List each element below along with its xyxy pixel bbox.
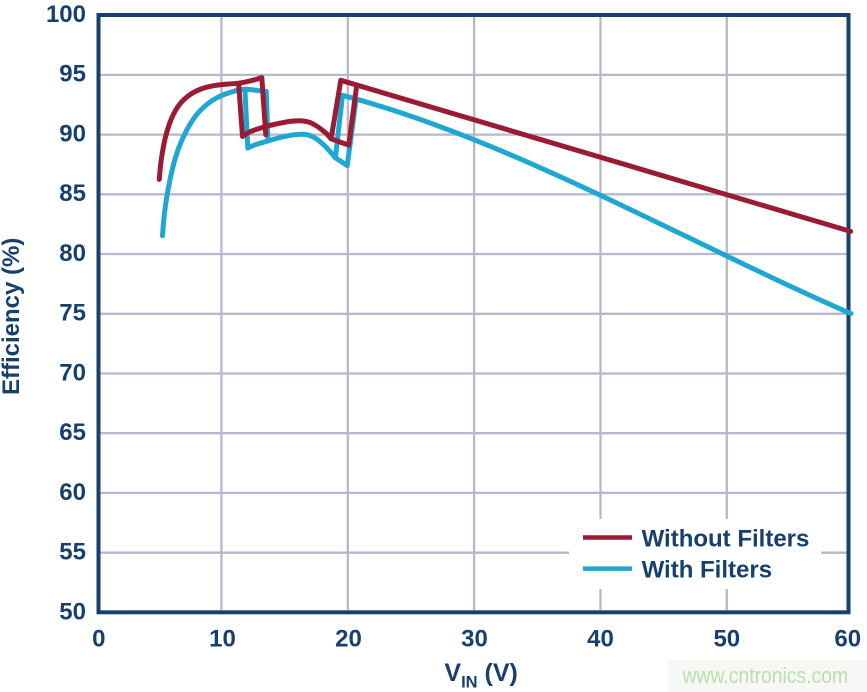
svg-text:70: 70 <box>59 359 86 386</box>
svg-text:Efficiency (%): Efficiency (%) <box>0 238 25 395</box>
svg-text:60: 60 <box>834 626 861 653</box>
svg-text:50: 50 <box>59 598 86 625</box>
svg-text:20: 20 <box>335 626 362 653</box>
svg-text:75: 75 <box>59 300 86 327</box>
svg-text:80: 80 <box>59 240 86 267</box>
svg-text:65: 65 <box>59 419 86 446</box>
svg-text:With Filters: With Filters <box>642 556 772 583</box>
svg-text:60: 60 <box>59 479 86 506</box>
svg-text:95: 95 <box>59 61 86 88</box>
svg-text:30: 30 <box>461 626 488 653</box>
svg-text:Without Filters: Without Filters <box>642 525 810 552</box>
svg-text:0: 0 <box>92 626 105 653</box>
svg-text:85: 85 <box>59 180 86 207</box>
svg-text:90: 90 <box>59 120 86 147</box>
svg-text:100: 100 <box>46 1 86 28</box>
svg-text:VIN (V): VIN (V) <box>444 659 517 692</box>
svg-text:50: 50 <box>713 626 740 653</box>
svg-text:40: 40 <box>587 626 614 653</box>
svg-text:www.cntronics.com: www.cntronics.com <box>682 664 849 688</box>
svg-text:10: 10 <box>209 626 236 653</box>
svg-text:55: 55 <box>59 539 86 566</box>
